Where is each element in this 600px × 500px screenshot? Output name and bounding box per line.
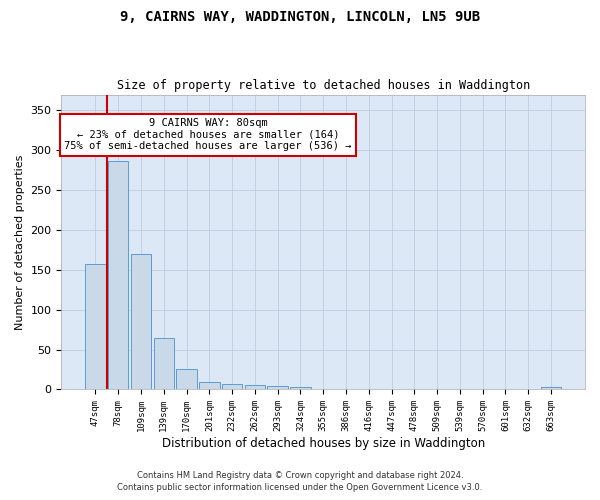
Bar bbox=[108, 160, 128, 390]
Text: 9, CAIRNS WAY, WADDINGTON, LINCOLN, LN5 9UB: 9, CAIRNS WAY, WADDINGTON, LINCOLN, LN5 … bbox=[120, 10, 480, 24]
Bar bbox=[131, 254, 151, 390]
Bar bbox=[541, 387, 561, 390]
Y-axis label: Number of detached properties: Number of detached properties bbox=[15, 154, 25, 330]
Bar bbox=[199, 382, 220, 390]
Bar bbox=[290, 387, 311, 390]
Bar bbox=[222, 384, 242, 390]
Bar bbox=[245, 384, 265, 390]
Text: Contains HM Land Registry data © Crown copyright and database right 2024.
Contai: Contains HM Land Registry data © Crown c… bbox=[118, 471, 482, 492]
Bar bbox=[176, 368, 197, 390]
Bar bbox=[85, 264, 106, 390]
Bar bbox=[268, 386, 288, 390]
Text: 9 CAIRNS WAY: 80sqm
← 23% of detached houses are smaller (164)
75% of semi-detac: 9 CAIRNS WAY: 80sqm ← 23% of detached ho… bbox=[64, 118, 352, 152]
X-axis label: Distribution of detached houses by size in Waddington: Distribution of detached houses by size … bbox=[161, 437, 485, 450]
Bar bbox=[154, 338, 174, 390]
Title: Size of property relative to detached houses in Waddington: Size of property relative to detached ho… bbox=[116, 79, 530, 92]
